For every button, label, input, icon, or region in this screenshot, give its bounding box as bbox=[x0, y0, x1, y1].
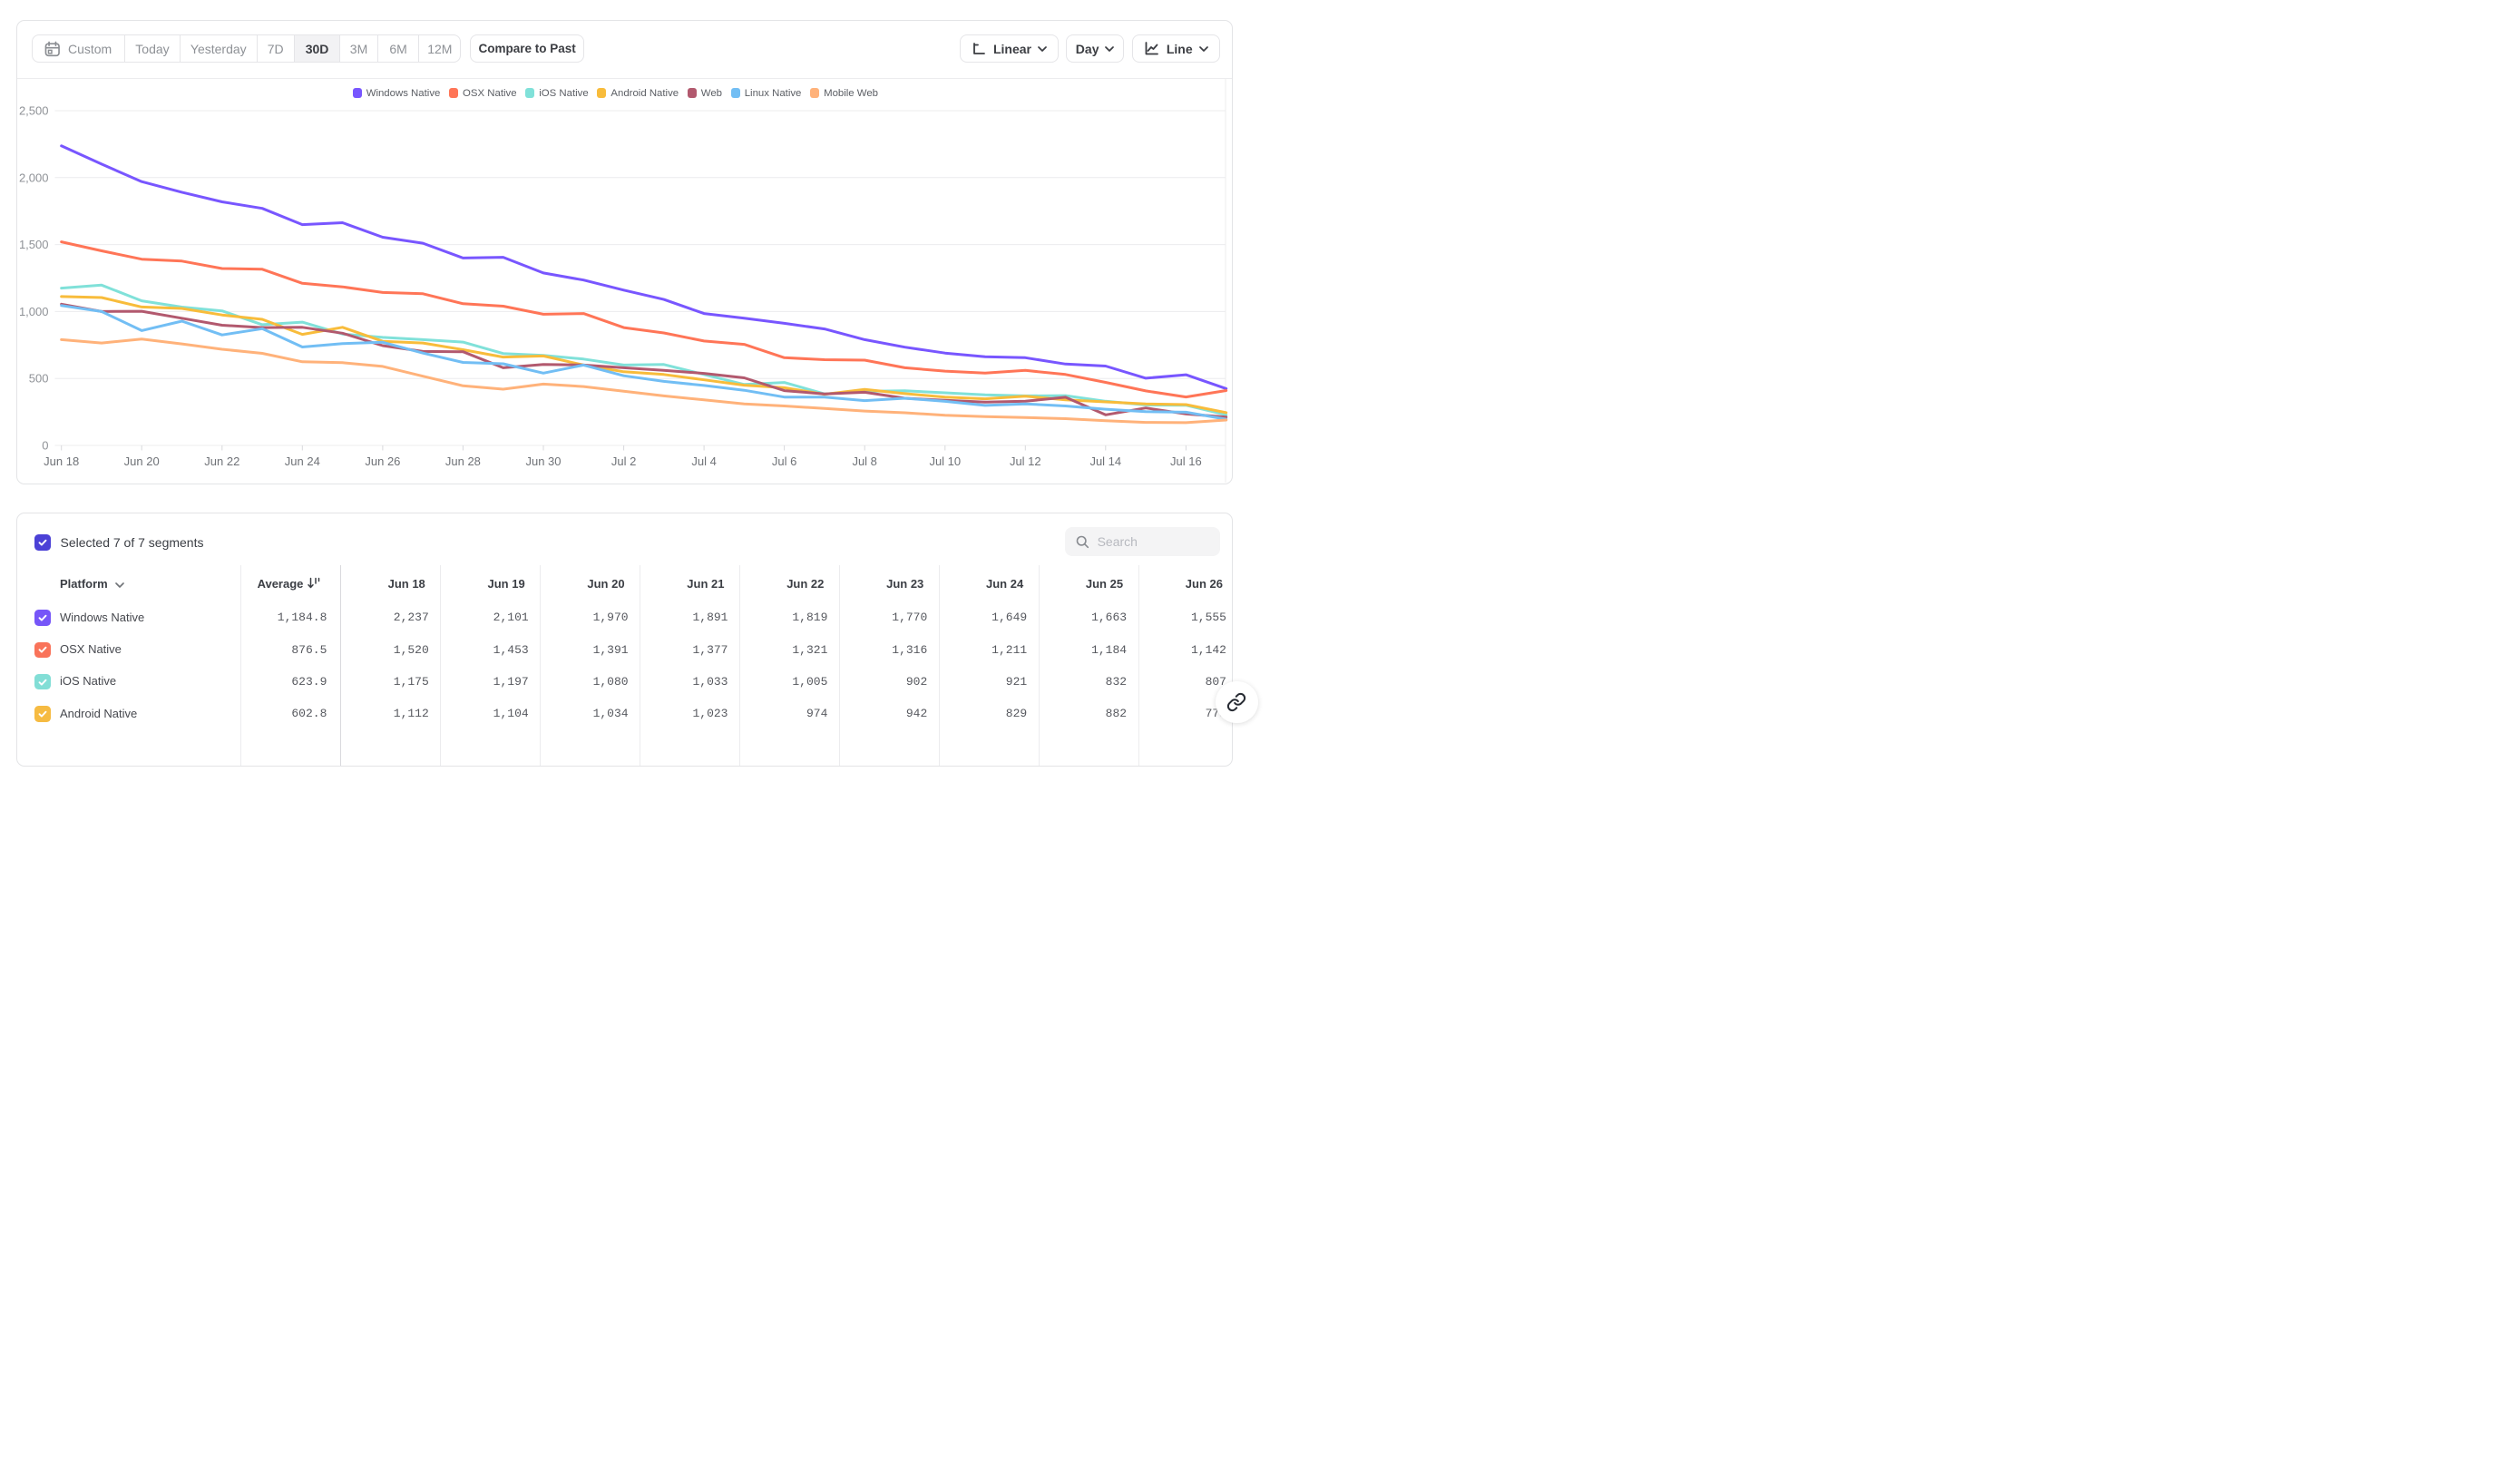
svg-text:Jun 26: Jun 26 bbox=[365, 454, 400, 468]
svg-text:0: 0 bbox=[42, 439, 48, 453]
svg-text:Jul 6: Jul 6 bbox=[772, 454, 796, 468]
svg-text:Jul 16: Jul 16 bbox=[1170, 454, 1202, 468]
svg-text:Jul 2: Jul 2 bbox=[611, 454, 636, 468]
svg-text:1,500: 1,500 bbox=[19, 238, 49, 251]
svg-text:Jun 18: Jun 18 bbox=[44, 454, 79, 468]
svg-text:1,000: 1,000 bbox=[19, 305, 49, 318]
svg-text:Jul 8: Jul 8 bbox=[852, 454, 876, 468]
svg-text:2,500: 2,500 bbox=[19, 104, 49, 118]
svg-text:Jun 22: Jun 22 bbox=[204, 454, 239, 468]
svg-text:Jun 28: Jun 28 bbox=[445, 454, 481, 468]
svg-text:500: 500 bbox=[29, 372, 49, 386]
svg-text:Jun 30: Jun 30 bbox=[525, 454, 561, 468]
svg-text:Jul 12: Jul 12 bbox=[1010, 454, 1041, 468]
svg-text:Jun 24: Jun 24 bbox=[285, 454, 320, 468]
svg-text:2,000: 2,000 bbox=[19, 171, 49, 184]
svg-text:Jul 14: Jul 14 bbox=[1089, 454, 1121, 468]
svg-text:Jul 10: Jul 10 bbox=[929, 454, 961, 468]
svg-text:Jun 20: Jun 20 bbox=[124, 454, 160, 468]
svg-text:Jul 4: Jul 4 bbox=[691, 454, 716, 468]
